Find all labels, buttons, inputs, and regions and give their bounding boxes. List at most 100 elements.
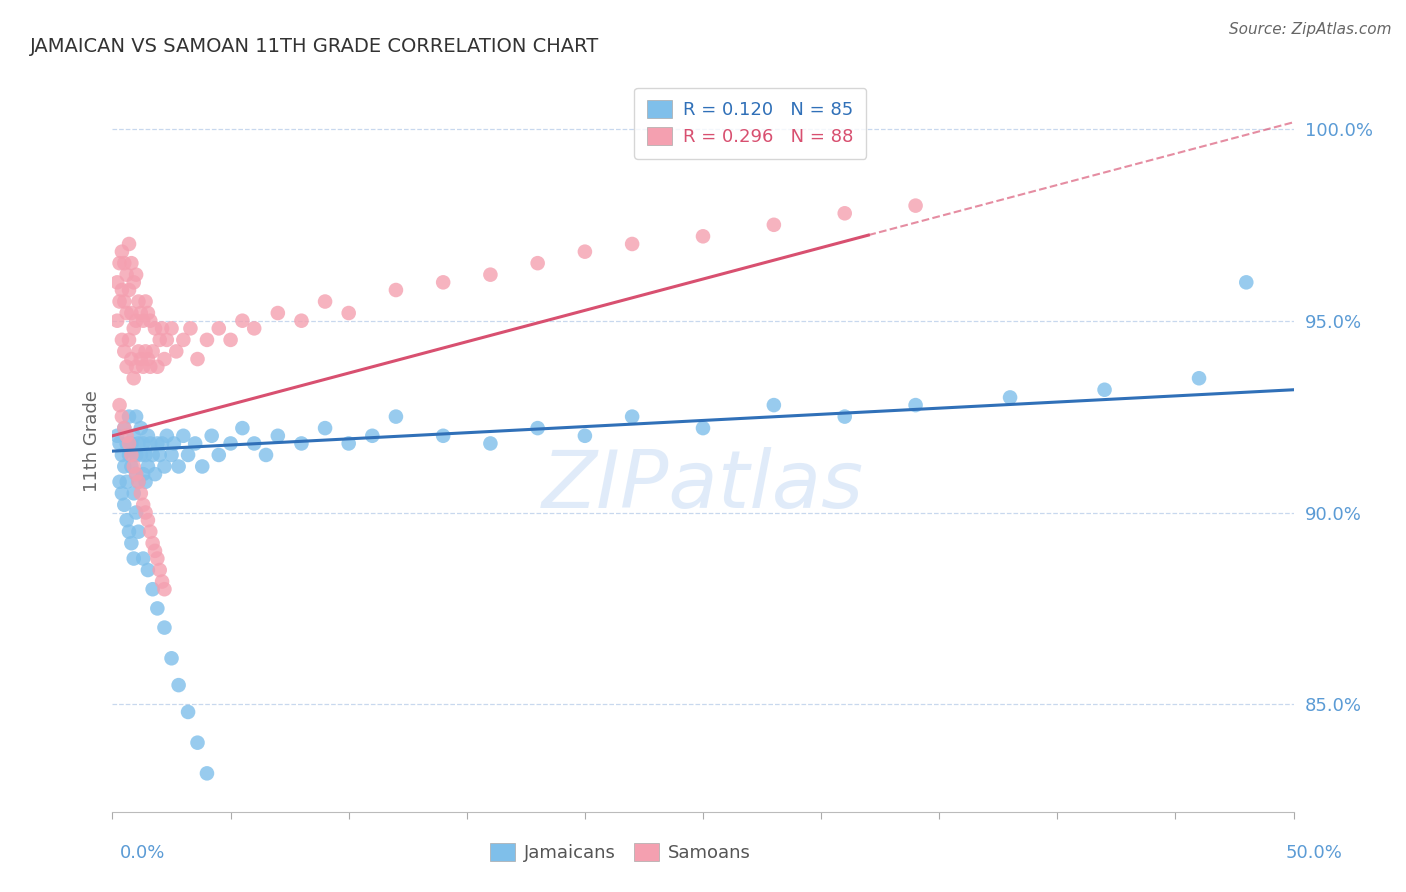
Point <box>762 398 785 412</box>
Point <box>167 459 190 474</box>
Point <box>149 448 172 462</box>
Point <box>290 436 312 450</box>
Text: ZIPatlas: ZIPatlas <box>541 447 865 525</box>
Point <box>146 359 169 374</box>
Point <box>574 244 596 259</box>
Point <box>219 333 242 347</box>
Point <box>692 421 714 435</box>
Point <box>122 459 145 474</box>
Point <box>125 467 148 482</box>
Point <box>153 459 176 474</box>
Point <box>127 475 149 489</box>
Point <box>112 421 135 435</box>
Point <box>115 475 138 489</box>
Point <box>186 352 208 367</box>
Point <box>432 429 454 443</box>
Point <box>267 429 290 443</box>
Point <box>208 448 231 462</box>
Point <box>120 256 142 270</box>
Text: Source: ZipAtlas.com: Source: ZipAtlas.com <box>1229 22 1392 37</box>
Text: 0.0%: 0.0% <box>120 844 165 862</box>
Point <box>290 314 312 328</box>
Point <box>132 551 155 566</box>
Point <box>111 244 134 259</box>
Point <box>191 459 214 474</box>
Point <box>142 448 165 462</box>
Point <box>125 359 148 374</box>
Point <box>172 333 194 347</box>
Point <box>574 429 596 443</box>
Point <box>479 436 502 450</box>
Point <box>125 506 148 520</box>
Point <box>125 268 148 282</box>
Point <box>136 459 159 474</box>
Point <box>115 429 138 443</box>
Point <box>692 229 714 244</box>
Point <box>479 268 502 282</box>
Point <box>118 283 141 297</box>
Point <box>167 678 190 692</box>
Point <box>146 436 169 450</box>
Point <box>118 524 141 539</box>
Point <box>526 256 548 270</box>
Point <box>385 409 408 424</box>
Point <box>621 237 644 252</box>
Point <box>135 475 157 489</box>
Point <box>118 436 141 450</box>
Point <box>1094 383 1116 397</box>
Point <box>834 206 856 220</box>
Point <box>125 448 148 462</box>
Point <box>163 436 186 450</box>
Point <box>177 705 200 719</box>
Point <box>153 621 176 635</box>
Point <box>108 398 131 412</box>
Point <box>156 429 179 443</box>
Point <box>132 436 155 450</box>
Point <box>118 237 141 252</box>
Point <box>122 321 145 335</box>
Point <box>115 268 138 282</box>
Point <box>385 283 408 297</box>
Point <box>125 467 148 482</box>
Point <box>208 321 231 335</box>
Point <box>115 306 138 320</box>
Point <box>135 294 157 309</box>
Point <box>129 448 152 462</box>
Point <box>142 344 165 359</box>
Point <box>314 421 336 435</box>
Point <box>135 344 157 359</box>
Point <box>115 513 138 527</box>
Point <box>150 436 173 450</box>
Point <box>120 536 142 550</box>
Point <box>112 256 135 270</box>
Point <box>149 333 172 347</box>
Point <box>120 436 142 450</box>
Point <box>314 294 336 309</box>
Point <box>135 448 157 462</box>
Point <box>834 409 856 424</box>
Point <box>762 218 785 232</box>
Point <box>143 321 166 335</box>
Point <box>337 436 360 450</box>
Point <box>129 306 152 320</box>
Point <box>998 391 1021 405</box>
Point <box>165 344 187 359</box>
Point <box>111 283 134 297</box>
Point <box>112 344 135 359</box>
Point <box>184 436 207 450</box>
Point <box>156 333 179 347</box>
Point <box>172 429 194 443</box>
Point <box>125 314 148 328</box>
Point <box>118 409 141 424</box>
Point <box>111 409 134 424</box>
Point <box>136 429 159 443</box>
Point <box>105 429 128 443</box>
Point <box>139 436 162 450</box>
Point <box>1188 371 1211 385</box>
Legend: Jamaicans, Samoans: Jamaicans, Samoans <box>482 836 758 870</box>
Point <box>105 276 128 290</box>
Point <box>136 306 159 320</box>
Text: 50.0%: 50.0% <box>1286 844 1343 862</box>
Point <box>127 524 149 539</box>
Point <box>153 352 176 367</box>
